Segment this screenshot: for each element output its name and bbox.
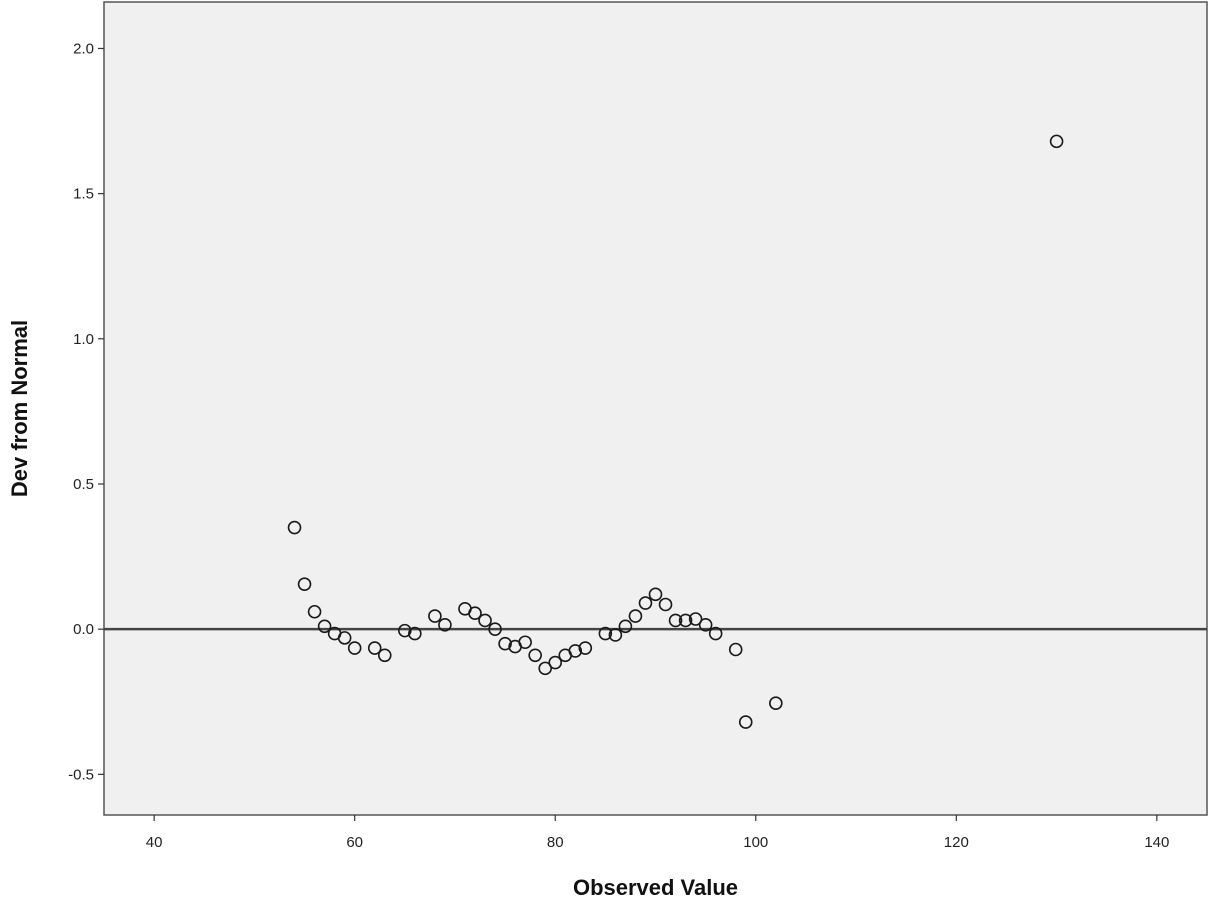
y-axis: -0.5 0.0 0.5 1.0 1.5 2.0 [68, 40, 104, 783]
data-point [317, 619, 332, 634]
data-point [548, 655, 563, 670]
data-point [728, 642, 743, 657]
data-point [608, 628, 623, 642]
data-point [297, 577, 312, 591]
data-point [1049, 134, 1064, 149]
data-point [628, 609, 643, 623]
x-tick-label: 120 [944, 834, 969, 851]
data-point [769, 696, 783, 711]
data-point [518, 635, 532, 650]
data-point [377, 648, 392, 663]
data-point [287, 520, 302, 535]
data-point [488, 622, 502, 636]
data-points [287, 134, 1064, 729]
data-point [408, 626, 422, 641]
data-point [367, 641, 382, 655]
data-point [498, 636, 512, 651]
x-tick-label: 60 [346, 834, 363, 851]
y-tick-label: 2.0 [73, 40, 94, 57]
x-tick-label: 80 [547, 834, 564, 851]
data-point [678, 613, 693, 628]
data-point [738, 715, 753, 729]
plot-area [103, 1, 1208, 816]
x-axis-title: Observed Value [573, 875, 738, 900]
data-point [658, 597, 673, 612]
x-tick-label: 140 [1144, 834, 1169, 851]
data-point [398, 623, 412, 638]
y-tick-label: 0.5 [73, 476, 94, 493]
data-point [648, 587, 663, 602]
data-point [307, 604, 322, 619]
data-point [478, 613, 492, 628]
data-point [528, 648, 542, 663]
data-point [708, 626, 723, 641]
data-point [598, 626, 613, 641]
y-tick-label: 1.5 [73, 186, 94, 203]
data-point [698, 618, 713, 632]
data-point [428, 609, 442, 623]
y-tick-label: -0.5 [68, 766, 94, 783]
data-point [538, 661, 553, 676]
y-tick-label: 1.0 [73, 331, 94, 348]
data-point [688, 612, 703, 626]
data-point [337, 631, 352, 645]
x-tick-label: 40 [146, 834, 163, 851]
data-point [347, 641, 362, 655]
y-tick-label: 0.0 [73, 621, 94, 638]
data-point [568, 644, 583, 658]
data-point [618, 619, 633, 634]
y-axis-title: Dev from Normal [7, 320, 32, 497]
data-point [468, 606, 482, 621]
data-point [668, 613, 683, 628]
x-axis: 40 60 80 100 120 140 [146, 815, 1169, 851]
data-point [578, 641, 593, 655]
data-point [638, 596, 653, 610]
x-tick-label: 100 [743, 834, 768, 851]
data-point [438, 618, 452, 632]
